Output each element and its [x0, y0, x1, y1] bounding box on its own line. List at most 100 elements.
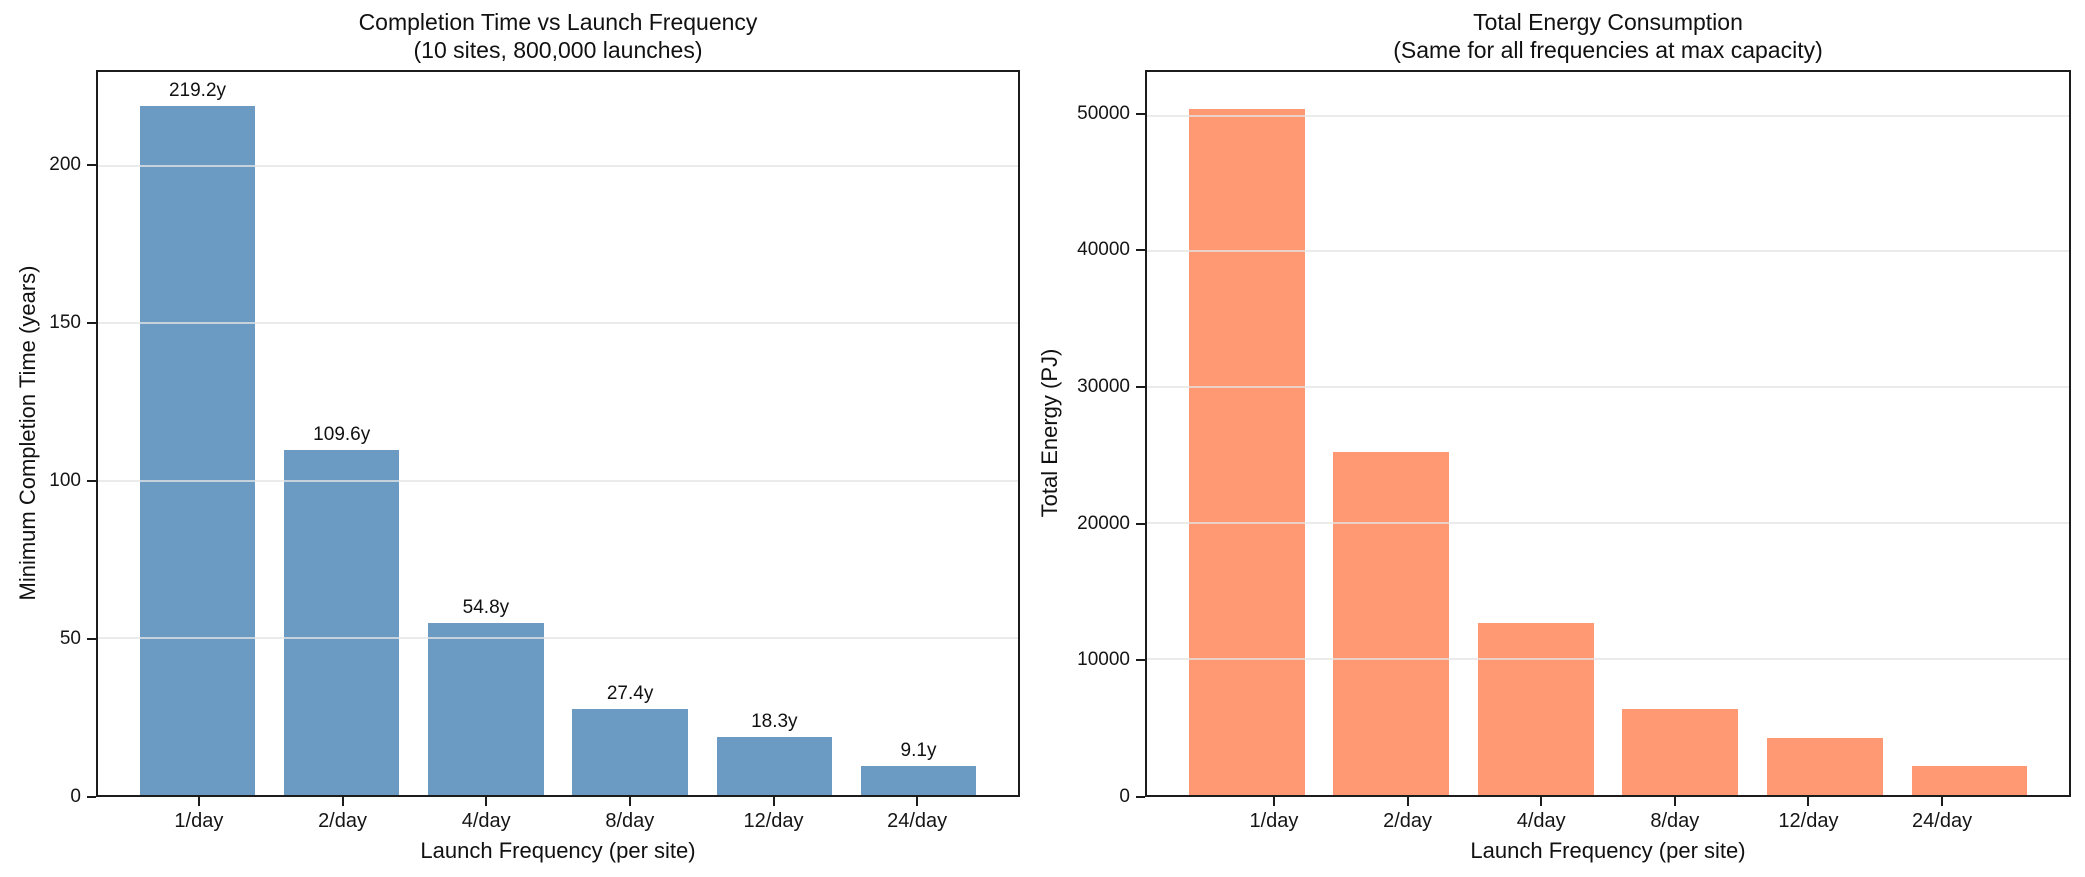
x-tick-label: 4/day	[1516, 810, 1566, 832]
x-tick: 1/day	[127, 797, 271, 842]
x-tick: 2/day	[271, 797, 415, 842]
y-tick-mark	[1136, 249, 1145, 252]
y-tick-label: 50000	[1077, 102, 1130, 124]
x-tick: 2/day	[1341, 797, 1475, 842]
bar-slot	[1608, 72, 1753, 795]
x-tick-label: 1/day	[174, 810, 224, 832]
gridline	[1147, 386, 2069, 389]
x-axis-label: Launch Frequency (per site)	[420, 838, 696, 863]
x-tick-label: 8/day	[1650, 810, 1700, 832]
x-tick: 24/day	[845, 797, 989, 842]
y-tick-mark	[1136, 522, 1145, 525]
x-tick-mark	[341, 797, 344, 806]
y-tick: 30000	[1077, 376, 1145, 398]
y-tick-label: 0	[1119, 786, 1130, 807]
x-tick-mark	[628, 797, 631, 806]
bar-slot	[1897, 72, 2042, 795]
x-tick-mark	[772, 797, 775, 806]
bar: 54.8y	[428, 597, 544, 795]
y-tick-mark	[87, 637, 96, 640]
x-tick-label: 12/day	[743, 810, 804, 832]
bar-slot	[1174, 72, 1319, 795]
y-tick: 200	[49, 154, 96, 176]
y-tick-label: 40000	[1077, 239, 1130, 261]
gridline	[98, 636, 1018, 639]
x-tick-label: 2/day	[1383, 810, 1433, 832]
bar: 9.1y	[860, 740, 977, 795]
x-tick: 24/day	[1875, 797, 2009, 842]
bar-slot	[1319, 72, 1464, 795]
bar-value-label: 109.6y	[313, 424, 371, 446]
x-axis-ticks: 1/day 2/day 4/day 8/day 12/day 24/day	[1145, 797, 2071, 842]
x-tick: 12/day	[1742, 797, 1876, 842]
bar: 18.3y	[716, 711, 832, 795]
y-tick: 40000	[1077, 239, 1145, 261]
y-tick-label: 30000	[1077, 376, 1130, 398]
x-tick: 12/day	[702, 797, 846, 842]
y-tick: 100	[49, 470, 96, 492]
chart-title: Total Energy Consumption (Same for all f…	[1393, 8, 1823, 64]
bar	[1622, 709, 1739, 795]
x-tick-mark	[1941, 797, 1944, 806]
y-tick-label: 20000	[1077, 512, 1130, 534]
bar	[1188, 108, 1305, 795]
y-tick-mark	[1136, 659, 1145, 662]
bar-value-label: 9.1y	[900, 740, 937, 762]
y-tick-mark	[87, 479, 96, 482]
x-tick-mark	[1406, 797, 1409, 806]
y-tick-label: 0	[70, 786, 81, 807]
x-tick-mark	[916, 797, 919, 806]
y-tick: 0	[70, 786, 96, 808]
chart-title-line1: Total Energy Consumption	[1473, 9, 1743, 35]
chart-title: Completion Time vs Launch Frequency (10 …	[359, 8, 758, 64]
bar-slot: 109.6y	[270, 72, 414, 795]
gridline	[1147, 522, 2069, 525]
y-tick: 50	[60, 628, 96, 650]
y-tick: 10000	[1077, 649, 1145, 671]
bar	[1477, 623, 1594, 795]
gridline	[98, 165, 1018, 168]
y-tick-mark	[1136, 796, 1145, 798]
bar: 109.6y	[284, 424, 400, 795]
y-tick: 50000	[1077, 103, 1145, 125]
plot-area: 219.2y 109.6y 54.8y 27.4y 18.3y 9.1y	[96, 70, 1020, 797]
x-tick: 8/day	[1608, 797, 1742, 842]
bar: 219.2y	[139, 80, 256, 795]
bar-value-label: 54.8y	[462, 596, 510, 618]
bar: 27.4y	[572, 683, 688, 795]
chart-completion-time: Completion Time vs Launch Frequency (10 …	[0, 0, 1042, 877]
bar-value-label: 27.4y	[606, 682, 654, 704]
x-tick: 1/day	[1207, 797, 1341, 842]
y-tick-label: 10000	[1077, 649, 1130, 671]
chart-title-line2: (Same for all frequencies at max capacit…	[1393, 37, 1823, 63]
x-tick-mark	[1673, 797, 1676, 806]
x-tick: 8/day	[558, 797, 702, 842]
y-tick-label: 150	[49, 311, 81, 333]
chart-title-line2: (10 sites, 800,000 launches)	[413, 37, 703, 63]
bar-slot: 18.3y	[702, 72, 846, 795]
x-tick-label: 1/day	[1249, 810, 1299, 832]
y-tick-mark	[1136, 386, 1145, 389]
gridline	[98, 322, 1018, 325]
bar-slot: 219.2y	[125, 72, 269, 795]
y-tick-mark	[1136, 112, 1145, 115]
y-axis-ticks: 0 50 100 150 200	[1, 70, 96, 807]
x-tick-label: 24/day	[1912, 810, 1973, 832]
y-tick-mark	[87, 796, 96, 798]
plot-area	[1145, 70, 2071, 797]
bar	[1766, 737, 1883, 795]
x-tick-mark	[1272, 797, 1275, 806]
bars-group	[1174, 72, 2041, 795]
x-tick: 4/day	[414, 797, 558, 842]
gridline	[1147, 114, 2069, 117]
x-tick-mark	[1540, 797, 1543, 806]
y-tick: 150	[49, 312, 96, 334]
x-tick-label: 12/day	[1778, 810, 1839, 832]
y-tick-label: 50	[59, 627, 81, 649]
bar-slot: 9.1y	[846, 72, 990, 795]
x-tick-mark	[485, 797, 488, 806]
y-axis-ticks: 0 10000 20000 30000 40000 50000	[1050, 70, 1145, 807]
x-axis-label: Launch Frequency (per site)	[1470, 838, 1746, 863]
